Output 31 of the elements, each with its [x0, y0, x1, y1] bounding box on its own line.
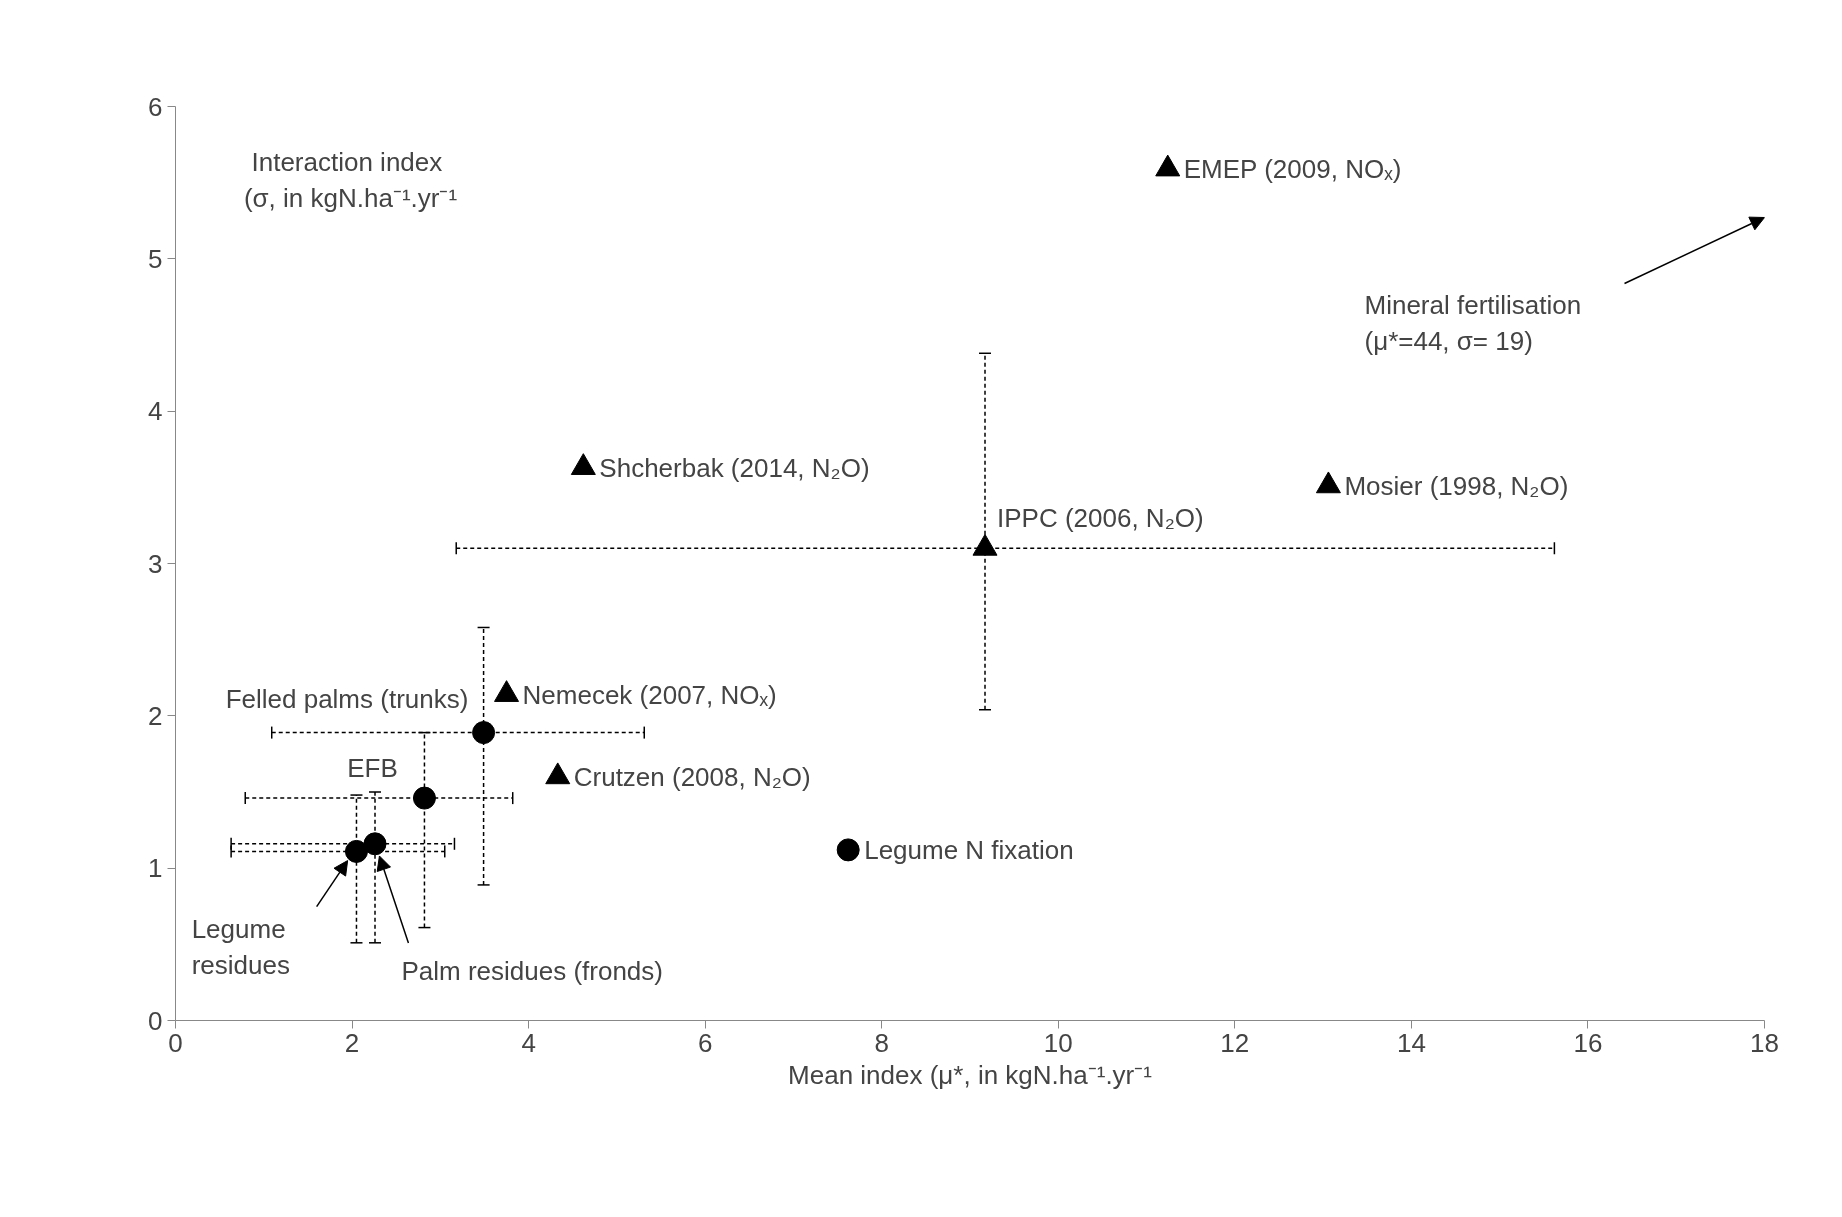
- annotation: Shcherbak (2014, N₂O): [599, 452, 870, 483]
- annotation: Crutzen (2008, N₂O): [573, 761, 811, 792]
- x-tick-label: 8: [874, 1027, 889, 1058]
- x-tick-label: 0: [168, 1027, 183, 1058]
- annotation: Legume residues: [191, 913, 290, 980]
- x-tick-label: 2: [344, 1027, 360, 1058]
- y-tick-label: 2: [148, 700, 163, 731]
- annotation: IPPC (2006, N₂O): [997, 503, 1204, 534]
- y-axis-title: Interaction index (σ, in kgN.ha⁻¹.yr⁻¹: [243, 146, 458, 213]
- x-tick-label: 10: [1043, 1027, 1073, 1058]
- annotation: Nemecek (2007, NOₓ): [522, 679, 777, 710]
- y-tick-label: 3: [148, 548, 163, 579]
- x-tick-label: 18: [1750, 1027, 1779, 1058]
- y-tick-label: 5: [148, 243, 163, 274]
- x-tick-label: 4: [521, 1027, 536, 1058]
- annotation: EMEP (2009, NOₓ): [1183, 153, 1402, 184]
- x-tick-label: 16: [1573, 1027, 1603, 1058]
- annotation: Felled palms (trunks): [225, 683, 469, 714]
- x-tick-label: 6: [697, 1027, 713, 1058]
- annotation: Mosier (1998, N₂O): [1344, 470, 1569, 501]
- x-axis-title: Mean index (μ*, in kgN.ha⁻¹.yr⁻¹: [788, 1059, 1153, 1090]
- y-tick-label: 4: [148, 396, 163, 427]
- annotation: EFB: [347, 753, 398, 784]
- annotation: Legume N fixation: [864, 834, 1074, 865]
- annotation: Mineral fertilisation (μ*=44, σ= 19): [1364, 289, 1582, 356]
- y-tick-label: 6: [148, 91, 163, 122]
- x-tick-label: 12: [1220, 1027, 1250, 1058]
- y-tick-label: 0: [148, 1005, 163, 1036]
- annotation: Palm residues (fronds): [401, 955, 663, 986]
- x-tick-label: 14: [1396, 1027, 1426, 1058]
- y-tick-label: 1: [148, 853, 163, 884]
